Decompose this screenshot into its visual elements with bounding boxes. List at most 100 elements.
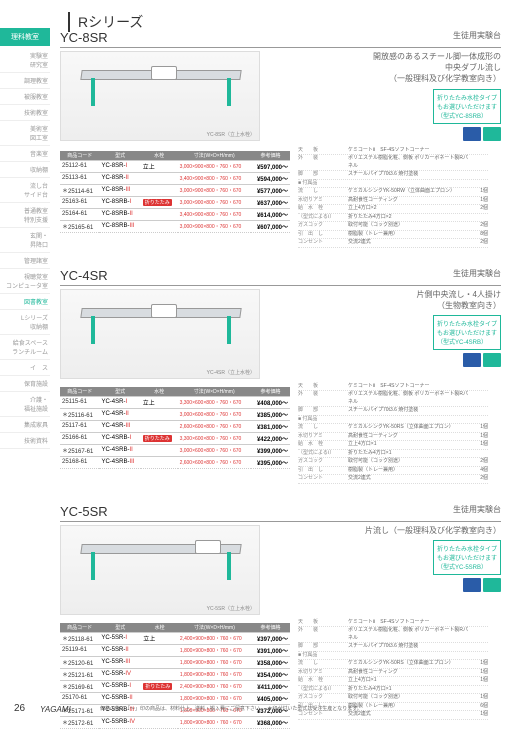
product-image: YC-4SR（立上水栓） [60, 289, 260, 379]
sidebar-item[interactable]: Lシリーズ収納棚 [0, 310, 50, 335]
sidebar-item[interactable]: 保育施設 [0, 376, 50, 392]
sidebar-item[interactable]: 被服教室 [0, 89, 50, 105]
spec-row: （型式によるⅠ）折りたたみ4方口×1 [298, 686, 488, 695]
sidebar-item[interactable]: 美術室図工室 [0, 121, 50, 146]
table-row: 25170-61YC-5SRB-II1,800×900×800・760・670¥… [60, 692, 290, 704]
spec-row: 水切りアミ高耐食性コーティング1個 [298, 433, 488, 442]
spec-row: 給 水 栓立上4方口×11個 [298, 441, 488, 450]
note-box: 折りたたみ水栓タイプもお選びいただけます（型式YC-4SRB） [433, 315, 501, 350]
table-row: ＊25114-61YC-8SR-III3,000×900×800・760・670… [60, 184, 290, 196]
spec-row: ガスコック取付可能（コック別途）1個 [298, 694, 488, 703]
product-image: YC-5SR（立上水栓） [60, 525, 260, 615]
sidebar-item[interactable]: 技術資料 [0, 433, 50, 449]
table-row: ＊25165-61YC-8SRB-III3,000×900×800・760・67… [60, 220, 290, 232]
product-YC-8SR: YC-8SR生徒用実験台 YC-8SR（立上水栓） 開放感のあるスチール脚一体成… [60, 30, 501, 254]
spec-row: 脚 部スチールパイプ70t3.6 焼付塗装 [298, 407, 488, 416]
spec-row: 脚 部スチールパイプ70t3.6 焼付塗装 [298, 643, 488, 652]
table-row: 25168-61YC-4SRB-III2,600×600×800・760・670… [60, 456, 290, 468]
spec-row: 天 板ケミコートⅡ SF-4Sソフトコーナー [298, 619, 488, 628]
sidebar-item[interactable]: イ ス [0, 360, 50, 376]
brand-logo: YAGAMI [40, 705, 71, 714]
price-table: 商品コード型式水栓寸法(W×D×H/mm)参考価格 ＊25118-61YC-5S… [60, 623, 290, 729]
spec-row: 天 板ケミコートⅡ SF-4Sソフトコーナー [298, 147, 488, 156]
spec-row: 給 水 栓立上4方口×11個 [298, 677, 488, 686]
spec-row: 水切りアミ高耐食性コーティング1個 [298, 669, 488, 678]
delivery-icon [463, 578, 481, 592]
spec-row: 流 しケミカルシンクYK-50RW（立体曲面エプロン）1個 [298, 188, 488, 197]
table-row: 25164-61YC-8SRB-II3,400×900×800・760・670¥… [60, 208, 290, 220]
table-row: 25119-61YC-5SR-II1,800×900×800・760・670¥3… [60, 644, 290, 656]
spec-row: 外 装ポリエステル樹脂化粧、側板 ポリカーボネート製Rパネル [298, 391, 488, 407]
sidebar-item[interactable]: 流し台サイド台 [0, 178, 50, 203]
table-row: 25115-61YC-4SR-I立上3,300×600×800・760・670¥… [60, 396, 290, 408]
image-caption: YC-8SR（立上水栓） [207, 131, 255, 138]
spec-row: ■ 付属品 [298, 652, 488, 661]
product-YC-5SR: YC-5SR生徒用実験台 YC-5SR（立上水栓） 片流し（一般理科及び化学教室… [60, 504, 501, 735]
spec-row: 引 出 し樹脂製（トレー兼用）4個 [298, 467, 488, 476]
table-row: ＊25121-61YC-5SR-IV1,800×900×800・760・670¥… [60, 668, 290, 680]
sidebar-item[interactable]: 技術教室 [0, 105, 50, 121]
table-row: ＊25172-61YC-5SRB-IV1,800×900×800・760・670… [60, 716, 290, 728]
spec-row: 給 水 栓立上4方口×22個 [298, 205, 488, 214]
model-code: YC-8SR [60, 30, 108, 45]
spec-row: 脚 部スチールパイプ70t3.6 焼付塗装 [298, 171, 488, 180]
spec-row: ■ 付属品 [298, 416, 488, 425]
sidebar-item[interactable]: 視聴覚室コンピュータ室 [0, 269, 50, 294]
table-row: ＊25116-61YC-4SR-II3,000×600×800・760・670¥… [60, 408, 290, 420]
note-box: 折りたたみ水栓タイプもお選びいただけます（型式YC-8SRB） [433, 89, 501, 124]
spec-row: 流 しケミカルシンクYK-50RS（立体曲面エプロン）1個 [298, 424, 488, 433]
spec-row: 天 板ケミコートⅡ SF-4Sソフトコーナー [298, 383, 488, 392]
delivery-icon [463, 127, 481, 141]
spec-row: コンセント交流2連式2個 [298, 475, 488, 484]
sidebar-item[interactable]: 収納棚 [0, 162, 50, 178]
spec-row: コンセント交流2連式1個 [298, 711, 488, 720]
spec-row: 引 出 し樹脂製（トレー兼用）8個 [298, 231, 488, 240]
category: 生徒用実験台 [453, 504, 501, 519]
spec-row: （型式によるⅠ）折りたたみ4方口×1 [298, 450, 488, 459]
sidebar-item[interactable]: 図書教室 [0, 294, 50, 310]
install-icon [483, 353, 501, 367]
table-row: 25166-61YC-4SRB-I折りたたみ3,300×600×800・760・… [60, 432, 290, 444]
sidebar-item[interactable]: 集成家具 [0, 417, 50, 433]
product-description: 片側中央流し・4人掛け（生物教室向き） [266, 289, 501, 311]
sidebar: 理科教室 実験室研究室調理教室被服教室技術教室美術室図工室音楽室収納棚流し台サイ… [0, 28, 50, 449]
sidebar-item[interactable]: 音楽室 [0, 146, 50, 162]
page-number: 26 [14, 703, 25, 714]
model-code: YC-4SR [60, 268, 108, 283]
spec-list: 天 板ケミコートⅡ SF-4Sソフトコーナー外 装ポリエステル樹脂化粧、側板 ポ… [298, 147, 488, 248]
image-caption: YC-5SR（立上水栓） [207, 605, 255, 612]
category: 生徒用実験台 [453, 30, 501, 45]
sidebar-item[interactable]: 管理諸室 [0, 253, 50, 269]
spec-row: ガスコック取付可能（コック別途）2個 [298, 458, 488, 467]
sidebar-item[interactable]: 調理教室 [0, 73, 50, 89]
sidebar-item[interactable]: 普通教室特別支援 [0, 203, 50, 228]
model-code: YC-5SR [60, 504, 108, 519]
table-row: ＊25169-61YC-5SRB-I折りたたみ2,400×900×800・760… [60, 680, 290, 692]
series-title: Rシリーズ [68, 12, 143, 32]
sidebar-item[interactable]: 介護・福祉施設 [0, 392, 50, 417]
image-caption: YC-4SR（立上水栓） [207, 369, 255, 376]
category: 生徒用実験台 [453, 268, 501, 283]
table-row: 25117-61YC-4SR-III2,600×600×800・760・670¥… [60, 420, 290, 432]
price-table: 商品コード型式水栓寸法(W×D×H/mm)参考価格 25115-61YC-4SR… [60, 387, 290, 469]
main-content: YC-8SR生徒用実験台 YC-8SR（立上水栓） 開放感のあるスチール脚一体成… [60, 30, 501, 749]
price-table: 商品コード型式水栓寸法(W×D×H/mm)参考価格 25112-61YC-8SR… [60, 151, 290, 233]
spec-row: ■ 付属品 [298, 180, 488, 189]
sidebar-active-tab[interactable]: 理科教室 [0, 28, 50, 46]
spec-row: 外 装ポリエステル樹脂化粧、側板 ポリカーボネート製Rパネル [298, 627, 488, 643]
install-icon [483, 578, 501, 592]
spec-row: 水切りアミ高耐食性コーティング1個 [298, 197, 488, 206]
spec-row: コンセント交流2連式2個 [298, 239, 488, 248]
spec-row: ガスコック取付可能（コック別途）2個 [298, 222, 488, 231]
spec-row: 流 しケミカルシンクYK-50RS（立体曲面エプロン）1個 [298, 660, 488, 669]
table-row: 25112-61YC-8SR-I立上3,000×900×800・760・670¥… [60, 160, 290, 172]
sidebar-item[interactable]: 給食スペースランチルーム [0, 335, 50, 360]
product-image: YC-8SR（立上水栓） [60, 51, 260, 141]
sidebar-item[interactable]: 玄関・昇降口 [0, 228, 50, 253]
sidebar-item[interactable]: 実験室研究室 [0, 48, 50, 73]
table-row: ＊25167-61YC-4SRB-II3,000×600×800・760・670… [60, 444, 290, 456]
spec-row: 外 装ポリエステル樹脂化粧、側板 ポリカーボネート製Rパネル [298, 155, 488, 171]
table-row: ＊25118-61YC-5SR-I立上2,400×900×800・760・670… [60, 632, 290, 644]
table-row: 25113-61YC-8SR-II3,400×900×800・760・670¥5… [60, 172, 290, 184]
product-YC-4SR: YC-4SR 生徒用実験台 YC-4SR（立上水栓） 片側中央流し・4人掛け（生物… [60, 268, 501, 490]
